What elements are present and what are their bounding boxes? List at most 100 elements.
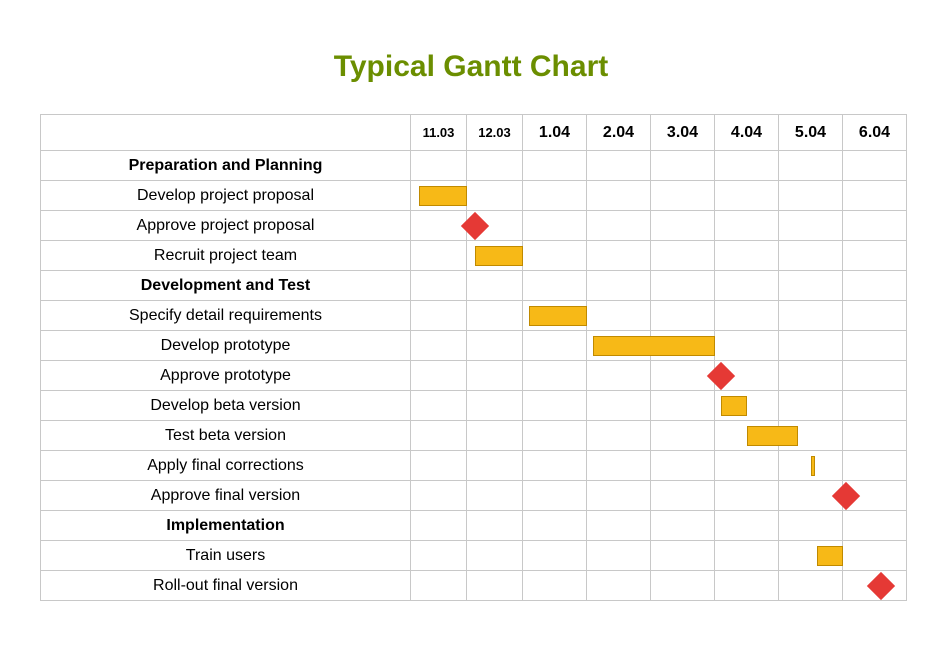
gantt-cell — [467, 541, 523, 571]
gantt-row: Develop prototype — [41, 331, 907, 361]
gantt-header-col: 11.03 — [411, 115, 467, 151]
gantt-header-col: 5.04 — [779, 115, 843, 151]
gantt-cell — [715, 451, 779, 481]
gantt-body: Preparation and PlanningDevelop project … — [41, 151, 907, 601]
gantt-cell — [523, 361, 587, 391]
gantt-cell — [587, 421, 651, 451]
gantt-cell — [587, 271, 651, 301]
gantt-task-label: Specify detail requirements — [41, 301, 411, 331]
gantt-cell — [587, 331, 651, 361]
gantt-cell — [587, 181, 651, 211]
gantt-task-label: Develop prototype — [41, 331, 411, 361]
gantt-cell — [843, 481, 907, 511]
gantt-cell — [843, 301, 907, 331]
gantt-cell — [843, 571, 907, 601]
gantt-cell — [587, 481, 651, 511]
gantt-row: Approve project proposal — [41, 211, 907, 241]
gantt-group-label: Implementation — [41, 511, 411, 541]
gantt-task-label: Develop project proposal — [41, 181, 411, 211]
gantt-cell — [651, 181, 715, 211]
gantt-cell — [715, 301, 779, 331]
gantt-row: Specify detail requirements — [41, 301, 907, 331]
gantt-row: Develop beta version — [41, 391, 907, 421]
gantt-header-col: 1.04 — [523, 115, 587, 151]
gantt-cell — [779, 511, 843, 541]
gantt-cell — [411, 301, 467, 331]
gantt-task-label: Roll-out final version — [41, 571, 411, 601]
gantt-cell — [411, 571, 467, 601]
gantt-cell — [715, 391, 779, 421]
gantt-cell — [411, 151, 467, 181]
gantt-cell — [411, 211, 467, 241]
gantt-cell — [467, 331, 523, 361]
gantt-cell — [779, 241, 843, 271]
gantt-cell — [715, 511, 779, 541]
gantt-task-label: Recruit project team — [41, 241, 411, 271]
gantt-cell — [779, 301, 843, 331]
gantt-cell — [587, 361, 651, 391]
gantt-cell — [523, 451, 587, 481]
gantt-row: Preparation and Planning — [41, 151, 907, 181]
gantt-cell — [779, 481, 843, 511]
gantt-cell — [411, 361, 467, 391]
gantt-cell — [467, 271, 523, 301]
gantt-cell — [843, 541, 907, 571]
gantt-cell — [587, 241, 651, 271]
gantt-header-col: 6.04 — [843, 115, 907, 151]
gantt-group-label: Preparation and Planning — [41, 151, 411, 181]
gantt-cell — [467, 361, 523, 391]
gantt-cell — [651, 541, 715, 571]
gantt-cell — [467, 151, 523, 181]
gantt-cell — [411, 451, 467, 481]
gantt-header-col: 3.04 — [651, 115, 715, 151]
gantt-cell — [411, 541, 467, 571]
gantt-task-label: Test beta version — [41, 421, 411, 451]
gantt-cell — [651, 391, 715, 421]
gantt-cell — [523, 151, 587, 181]
gantt-cell — [843, 151, 907, 181]
gantt-cell — [779, 421, 843, 451]
gantt-cell — [467, 181, 523, 211]
gantt-header-task-blank — [41, 115, 411, 151]
gantt-cell — [411, 181, 467, 211]
gantt-cell — [843, 181, 907, 211]
gantt-cell — [467, 451, 523, 481]
gantt-cell — [843, 421, 907, 451]
gantt-row: Approve final version — [41, 481, 907, 511]
gantt-cell — [467, 421, 523, 451]
gantt-cell — [715, 421, 779, 451]
gantt-cell — [715, 181, 779, 211]
gantt-task-label: Approve prototype — [41, 361, 411, 391]
gantt-header-col: 4.04 — [715, 115, 779, 151]
gantt-row: Test beta version — [41, 421, 907, 451]
gantt-cell — [651, 241, 715, 271]
gantt-cell — [715, 481, 779, 511]
gantt-cell — [523, 391, 587, 421]
gantt-cell — [715, 571, 779, 601]
gantt-cell — [523, 181, 587, 211]
gantt-table: 11.0312.031.042.043.044.045.046.04 Prepa… — [40, 114, 907, 601]
gantt-row: Recruit project team — [41, 241, 907, 271]
gantt-cell — [411, 421, 467, 451]
gantt-cell — [715, 361, 779, 391]
gantt-cell — [651, 331, 715, 361]
gantt-task-label: Approve project proposal — [41, 211, 411, 241]
gantt-cell — [651, 361, 715, 391]
gantt-row: Develop project proposal — [41, 181, 907, 211]
gantt-cell — [715, 271, 779, 301]
gantt-cell — [523, 211, 587, 241]
gantt-cell — [467, 241, 523, 271]
gantt-row: Implementation — [41, 511, 907, 541]
gantt-cell — [779, 451, 843, 481]
gantt-cell — [651, 451, 715, 481]
gantt-cell — [651, 481, 715, 511]
gantt-cell — [523, 331, 587, 361]
gantt-cell — [843, 271, 907, 301]
gantt-row: Development and Test — [41, 271, 907, 301]
gantt-cell — [779, 271, 843, 301]
gantt-task-label: Develop beta version — [41, 391, 411, 421]
gantt-cell — [651, 571, 715, 601]
gantt-cell — [587, 151, 651, 181]
gantt-cell — [467, 511, 523, 541]
gantt-cell — [715, 331, 779, 361]
